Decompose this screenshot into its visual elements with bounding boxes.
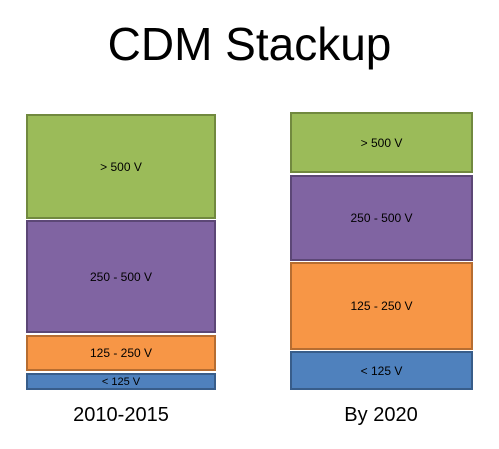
segment-label: < 125 V — [101, 375, 141, 388]
segment-label: 125 - 250 V — [350, 299, 413, 313]
segment: < 125 V — [290, 351, 473, 390]
segment: > 500 V — [26, 114, 216, 219]
segment: 125 - 250 V — [290, 262, 473, 350]
segment: 125 - 250 V — [26, 335, 216, 371]
segment: < 125 V — [26, 373, 216, 390]
segment: > 500 V — [290, 112, 473, 173]
segment-label: > 500 V — [100, 159, 142, 174]
segment-label: < 125 V — [360, 363, 403, 378]
segment: 250 - 500 V — [26, 220, 216, 333]
segment-label: 125 - 250 V — [89, 346, 153, 360]
title: CDM Stackup — [107, 18, 392, 70]
segment-label: > 500 V — [360, 135, 403, 150]
segment: 250 - 500 V — [290, 175, 473, 261]
segment-label: 250 - 500 V — [89, 269, 153, 284]
segment-label: 250 - 500 V — [350, 211, 413, 225]
column-label: By 2020 — [344, 404, 418, 426]
column-label: 2010-2015 — [73, 404, 169, 426]
